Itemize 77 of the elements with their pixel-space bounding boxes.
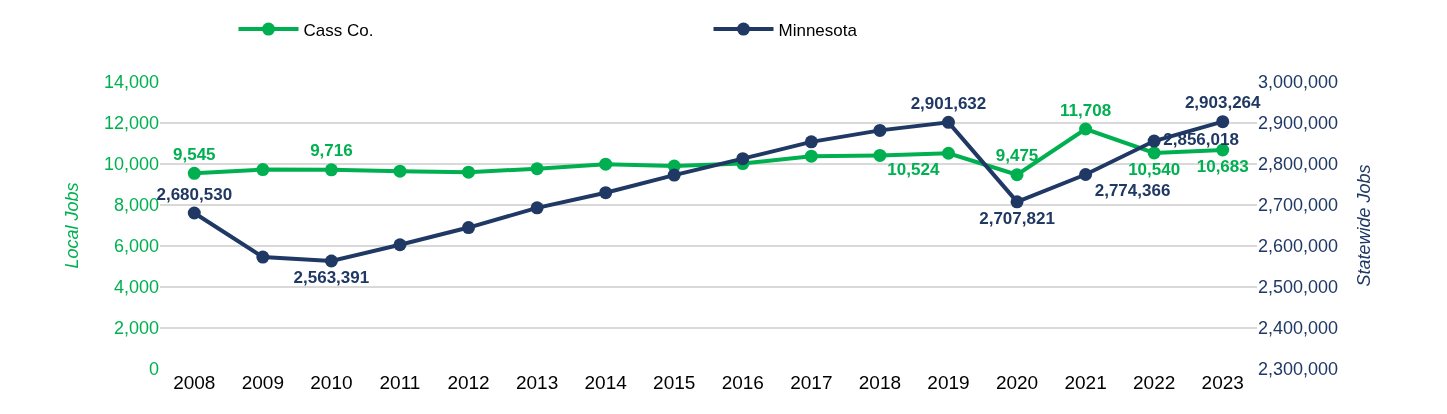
point — [462, 221, 476, 235]
data-label: 9,475 — [995, 146, 1039, 166]
x-tick-label: 2016 — [721, 372, 764, 393]
point — [667, 168, 681, 182]
point — [324, 163, 338, 177]
y-tick-label: 0 — [148, 359, 159, 380]
point — [1010, 195, 1024, 209]
x-tick-label: 2011 — [379, 372, 421, 393]
point — [393, 164, 407, 178]
data-label: 2,903,264 — [1184, 93, 1262, 113]
point — [256, 163, 270, 177]
y2-tick-label: 2,600,000 — [1258, 236, 1339, 257]
y2-axis-title: Statewide Jobs — [1354, 164, 1375, 287]
point — [1216, 115, 1230, 129]
x-tick-label: 2013 — [515, 372, 559, 393]
x-tick-label: 2018 — [858, 372, 902, 393]
x-tick-label: 2019 — [927, 372, 970, 393]
x-tick-label: 2015 — [653, 372, 696, 393]
point — [530, 201, 544, 215]
data-label: 11,708 — [1060, 100, 1112, 120]
point — [941, 115, 955, 129]
point — [256, 250, 270, 264]
point — [1010, 168, 1024, 182]
point — [873, 148, 887, 162]
point — [187, 206, 201, 220]
data-label: 2,707,821 — [979, 208, 1055, 228]
y2-tick-label: 2,400,000 — [1258, 318, 1339, 339]
data-label: 10,524 — [887, 160, 940, 180]
data-label: 2,563,391 — [293, 267, 370, 287]
legend-label: Minnesota — [778, 20, 858, 40]
point — [393, 238, 407, 252]
data-label: 9,545 — [173, 144, 216, 164]
y2-tick-label: 3,000,000 — [1258, 72, 1339, 93]
y-tick-label: 2,000 — [113, 318, 159, 339]
point — [1079, 122, 1093, 136]
legend-label: Cass Co. — [303, 20, 374, 40]
y2-tick-label: 2,900,000 — [1258, 113, 1339, 134]
point — [1147, 146, 1161, 160]
x-tick-label: 2009 — [241, 372, 284, 393]
point — [1147, 134, 1161, 148]
x-tick-label: 2021 — [1064, 372, 1107, 393]
y2-tick-label: 2,500,000 — [1258, 277, 1339, 298]
point — [1079, 168, 1093, 181]
y2-tick-label: 2,300,000 — [1258, 359, 1339, 380]
data-label: 9,716 — [310, 141, 353, 161]
point — [804, 149, 818, 163]
data-label: 2,901,632 — [910, 93, 987, 113]
point — [462, 165, 476, 179]
x-tick-label: 2017 — [790, 372, 833, 393]
y-axis-title: Local Jobs — [62, 182, 83, 269]
point — [804, 135, 818, 149]
x-tick-label: 2014 — [584, 372, 628, 393]
y2-tick-label: 2,800,000 — [1258, 154, 1339, 175]
x-tick-label: 2012 — [447, 372, 490, 393]
y-tick-label: 10,000 — [103, 154, 159, 175]
y-tick-label: 12,000 — [103, 113, 159, 134]
x-tick-label: 2022 — [1133, 372, 1176, 393]
y-tick-label: 6,000 — [113, 236, 159, 257]
x-tick-label: 2008 — [173, 372, 216, 393]
point — [187, 166, 201, 180]
y-tick-label: 4,000 — [113, 277, 159, 298]
point — [599, 186, 613, 200]
y2-tick-label: 2,700,000 — [1258, 195, 1339, 216]
point — [324, 254, 338, 268]
point — [873, 123, 887, 137]
point — [736, 152, 750, 166]
point — [941, 146, 955, 160]
data-label: 2,856,018 — [1163, 130, 1239, 150]
y-tick-label: 14,000 — [103, 72, 159, 93]
x-tick-label: 2020 — [995, 372, 1039, 393]
point — [530, 162, 544, 176]
data-label: 10,683 — [1196, 156, 1249, 176]
point — [599, 157, 613, 171]
data-label: 2,774,366 — [1094, 181, 1171, 201]
x-tick-label: 2010 — [310, 372, 353, 393]
data-label: 10,540 — [1128, 159, 1181, 179]
x-tick-label: 2023 — [1201, 372, 1244, 393]
